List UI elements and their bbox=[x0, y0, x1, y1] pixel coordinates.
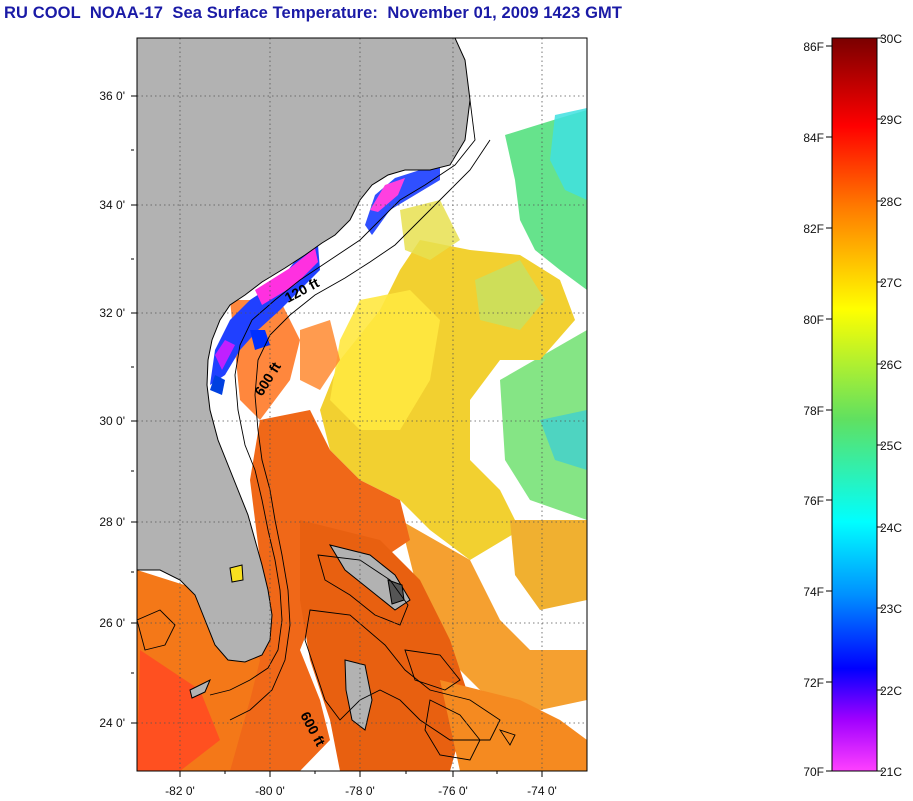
lat-label: 26 0' bbox=[99, 616, 125, 630]
colorbar bbox=[831, 37, 878, 772]
colorbar-f-label: 74F bbox=[803, 585, 824, 599]
colorbar-f-label: 86F bbox=[803, 40, 824, 54]
colorbar-f-label: 84F bbox=[803, 131, 824, 145]
colorbar-ticks bbox=[826, 37, 883, 772]
lon-label: -80 0' bbox=[255, 784, 285, 798]
land-island bbox=[229, 564, 244, 583]
colorbar-c-label: 21C bbox=[880, 765, 902, 779]
bathymetry-contours bbox=[137, 99, 516, 761]
colorbar-c-label: 30C bbox=[880, 32, 902, 46]
colorbar-c-label: 25C bbox=[880, 439, 902, 453]
colorbar-f-label: 78F bbox=[803, 404, 824, 418]
land-island bbox=[189, 678, 211, 699]
lat-label: 34 0' bbox=[99, 198, 125, 212]
colorbar-c-label: 26C bbox=[880, 358, 902, 372]
colorbar-f-label: 76F bbox=[803, 494, 824, 508]
lat-label: 32 0' bbox=[99, 306, 125, 320]
colorbar-c-label: 28C bbox=[880, 195, 902, 209]
map-frame bbox=[136, 37, 588, 772]
colorbar-c-label: 29C bbox=[880, 113, 902, 127]
colorbar-f-label: 82F bbox=[803, 222, 824, 236]
lat-ticks bbox=[131, 95, 137, 724]
chart-title: RU COOL NOAA-17 Sea Surface Temperature:… bbox=[4, 4, 623, 22]
lat-label: 30 0' bbox=[99, 414, 125, 428]
colorbar-c-label: 23C bbox=[880, 602, 902, 616]
colorbar-f-label: 72F bbox=[803, 676, 824, 690]
lon-label: -76 0' bbox=[438, 784, 468, 798]
lat-label: 24 0' bbox=[99, 716, 125, 730]
colorbar-f-label: 80F bbox=[803, 313, 824, 327]
colorbar-c-label: 24C bbox=[880, 521, 902, 535]
lon-label: -74 0' bbox=[527, 784, 557, 798]
colorbar-c-label: 27C bbox=[880, 276, 902, 290]
lon-label: -78 0' bbox=[345, 784, 375, 798]
lon-ticks bbox=[179, 771, 543, 777]
lat-label: 36 0' bbox=[99, 89, 125, 103]
gridlines bbox=[137, 38, 587, 771]
colorbar-f-label: 70F bbox=[803, 765, 824, 779]
land-mainland bbox=[137, 38, 471, 663]
lon-label: -82 0' bbox=[165, 784, 195, 798]
colorbar-c-label: 22C bbox=[880, 684, 902, 698]
land-island bbox=[344, 659, 373, 731]
sst-field bbox=[137, 108, 587, 771]
lat-label: 28 0' bbox=[99, 515, 125, 529]
